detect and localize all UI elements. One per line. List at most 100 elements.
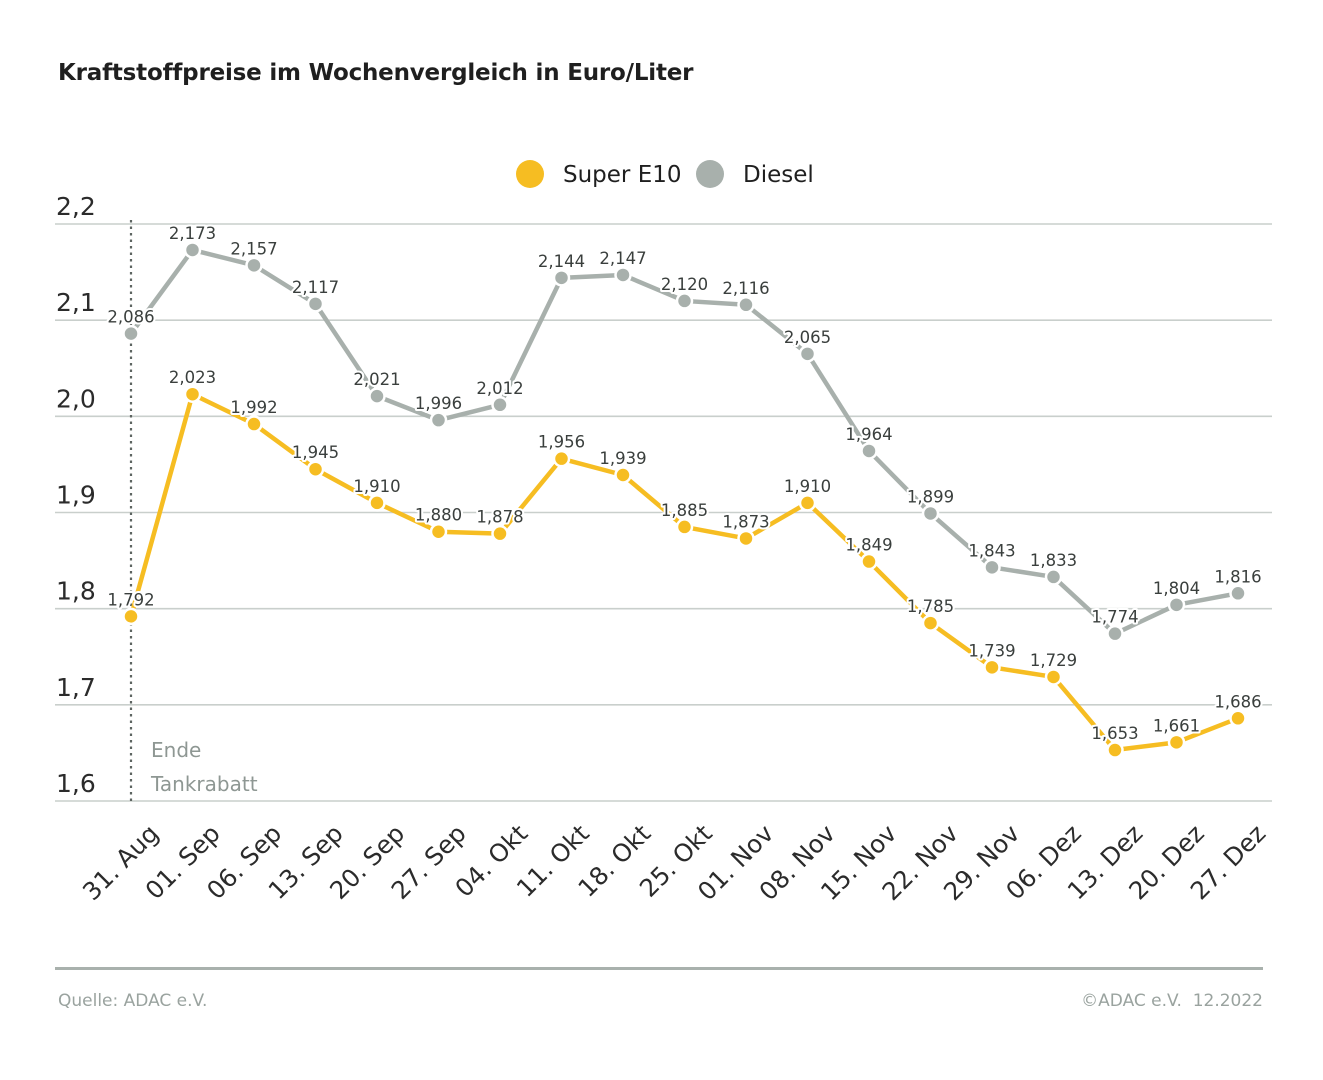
- diesel-data-label: 1,996: [415, 394, 462, 413]
- diesel-data-label: 2,157: [230, 239, 277, 258]
- y-tick-label: 1,6: [56, 769, 96, 798]
- super-e10-data-label: 1,910: [353, 477, 400, 496]
- diesel-data-label: 2,147: [599, 249, 646, 268]
- super-e10-point: [491, 524, 509, 543]
- super-e10-point: [1106, 741, 1124, 759]
- super-e10-data-label: 1,878: [476, 508, 523, 527]
- super-e10-data-label: 1,661: [1153, 716, 1200, 735]
- super-e10-data-label: 1,910: [784, 477, 831, 496]
- diesel-data-label: 2,116: [722, 279, 769, 298]
- line-chart: 1,6 1,7 1,8 1,9 2,0 2,1 2,2 Ende Tankrabatt 1,7…: [55, 160, 1272, 906]
- diesel-point: [122, 324, 140, 343]
- super-e10-data-label: 1,956: [538, 433, 585, 452]
- y-tick-label: 1,8: [56, 577, 96, 606]
- diesel-point: [368, 387, 386, 405]
- diesel-point: [491, 396, 509, 414]
- diesel-data-label: 2,012: [476, 379, 523, 398]
- y-axis: 1,6 1,7 1,8 1,9 2,0 2,1 2,2: [56, 192, 96, 798]
- diesel-point: [675, 292, 694, 310]
- super-e10-point: [245, 415, 263, 433]
- tankrabatt-annotation: Ende Tankrabatt: [129, 220, 258, 801]
- super-e10-data-label: 1,992: [230, 398, 277, 417]
- super-e10-data-label: 1,739: [968, 641, 1015, 660]
- legend-marker-super-e10: [516, 160, 544, 188]
- legend-label-diesel: Diesel: [743, 162, 814, 188]
- y-tick-label: 1,9: [56, 481, 96, 510]
- super-e10-point: [921, 614, 940, 632]
- diesel-data-label: 2,117: [292, 278, 339, 297]
- super-e10-point: [552, 449, 571, 468]
- diesel-point: [1044, 568, 1063, 586]
- diesel-point: [1167, 596, 1186, 614]
- diesel-data-label: 2,021: [353, 370, 400, 389]
- copyright-note: ©ADAC e.V. 12.2022: [1081, 991, 1263, 1011]
- diesel-point: [737, 296, 755, 314]
- super-e10-point: [1229, 709, 1247, 728]
- y-tick-label: 2,2: [56, 192, 96, 221]
- diesel-point: [183, 241, 202, 259]
- diesel-point: [983, 558, 1001, 577]
- diesel-data-label: 1,964: [845, 425, 892, 444]
- super-e10-point: [429, 522, 448, 541]
- annotation-text-line1: Ende: [151, 738, 201, 762]
- super-e10-point: [183, 385, 202, 403]
- footer-divider: [55, 967, 1263, 970]
- super-e10-data-label: 2,023: [169, 368, 216, 387]
- source-note: Quelle: ADAC e.V.: [58, 991, 208, 1011]
- super-e10-point: [983, 658, 1001, 677]
- diesel-point: [1106, 624, 1124, 643]
- diesel-point: [245, 256, 263, 275]
- super-e10-data-label: 1,729: [1030, 651, 1077, 670]
- y-tick-label: 1,7: [56, 673, 96, 702]
- super-e10-data-label: 1,939: [599, 449, 646, 468]
- diesel-data-label: 2,120: [661, 275, 708, 294]
- super-e10-data-label: 1,785: [907, 597, 954, 616]
- y-tick-label: 2,1: [56, 288, 96, 317]
- diesel-data-label: 1,833: [1030, 551, 1077, 570]
- diesel-data-label: 2,065: [784, 328, 831, 347]
- y-tick-label: 2,0: [56, 384, 96, 413]
- super-e10-point: [122, 607, 140, 626]
- diesel-point: [921, 504, 940, 523]
- super-e10-point: [737, 529, 755, 548]
- chart-title: Kraftstoffpreise im Wochenvergleich in E…: [58, 60, 694, 86]
- grid-lines: [55, 223, 1272, 802]
- super-e10-data-label: 1,849: [845, 536, 892, 555]
- diesel-data-label: 1,899: [907, 487, 954, 506]
- super-e10-point: [1167, 733, 1186, 752]
- diesel-point: [552, 269, 571, 287]
- super-e10-point: [368, 494, 386, 512]
- super-e10-data-label: 1,792: [107, 590, 154, 609]
- diesel-data-label: 1,804: [1153, 579, 1200, 598]
- legend-marker-diesel: [696, 160, 724, 188]
- super-e10-data-label: 1,885: [661, 501, 708, 520]
- data-points: [122, 241, 1247, 759]
- annotation-text-line2: Tankrabatt: [150, 772, 258, 796]
- super-e10-point: [860, 552, 878, 571]
- super-e10-point: [614, 466, 632, 484]
- diesel-data-label: 2,144: [538, 252, 585, 271]
- diesel-point: [1229, 584, 1247, 603]
- super-e10-data-label: 1,686: [1214, 692, 1261, 711]
- super-e10-point: [675, 518, 694, 536]
- super-e10-data-label: 1,880: [415, 506, 462, 525]
- data-labels: 1,792 2,023 1,992 1,945 1,910 1,880 1,878 1,956…: [105, 222, 1263, 745]
- super-e10-data-label: 1,945: [292, 443, 339, 462]
- diesel-point: [429, 411, 448, 429]
- super-e10-point: [306, 460, 325, 478]
- diesel-point: [614, 266, 632, 284]
- super-e10-data-label: 1,653: [1091, 724, 1138, 743]
- diesel-data-label: 2,173: [169, 224, 216, 243]
- diesel-data-label: 1,843: [968, 541, 1015, 560]
- diesel-data-label: 2,086: [107, 308, 154, 327]
- legend-label-super-e10: Super E10: [563, 162, 682, 188]
- super-e10-point: [798, 494, 817, 512]
- legend: Super E10 Diesel: [516, 160, 814, 188]
- super-e10-data-label: 1,873: [722, 512, 769, 531]
- diesel-data-label: 1,816: [1214, 567, 1261, 586]
- diesel-point: [798, 345, 817, 363]
- diesel-point: [306, 295, 325, 313]
- diesel-data-label: 1,774: [1091, 608, 1138, 627]
- diesel-point: [860, 442, 878, 460]
